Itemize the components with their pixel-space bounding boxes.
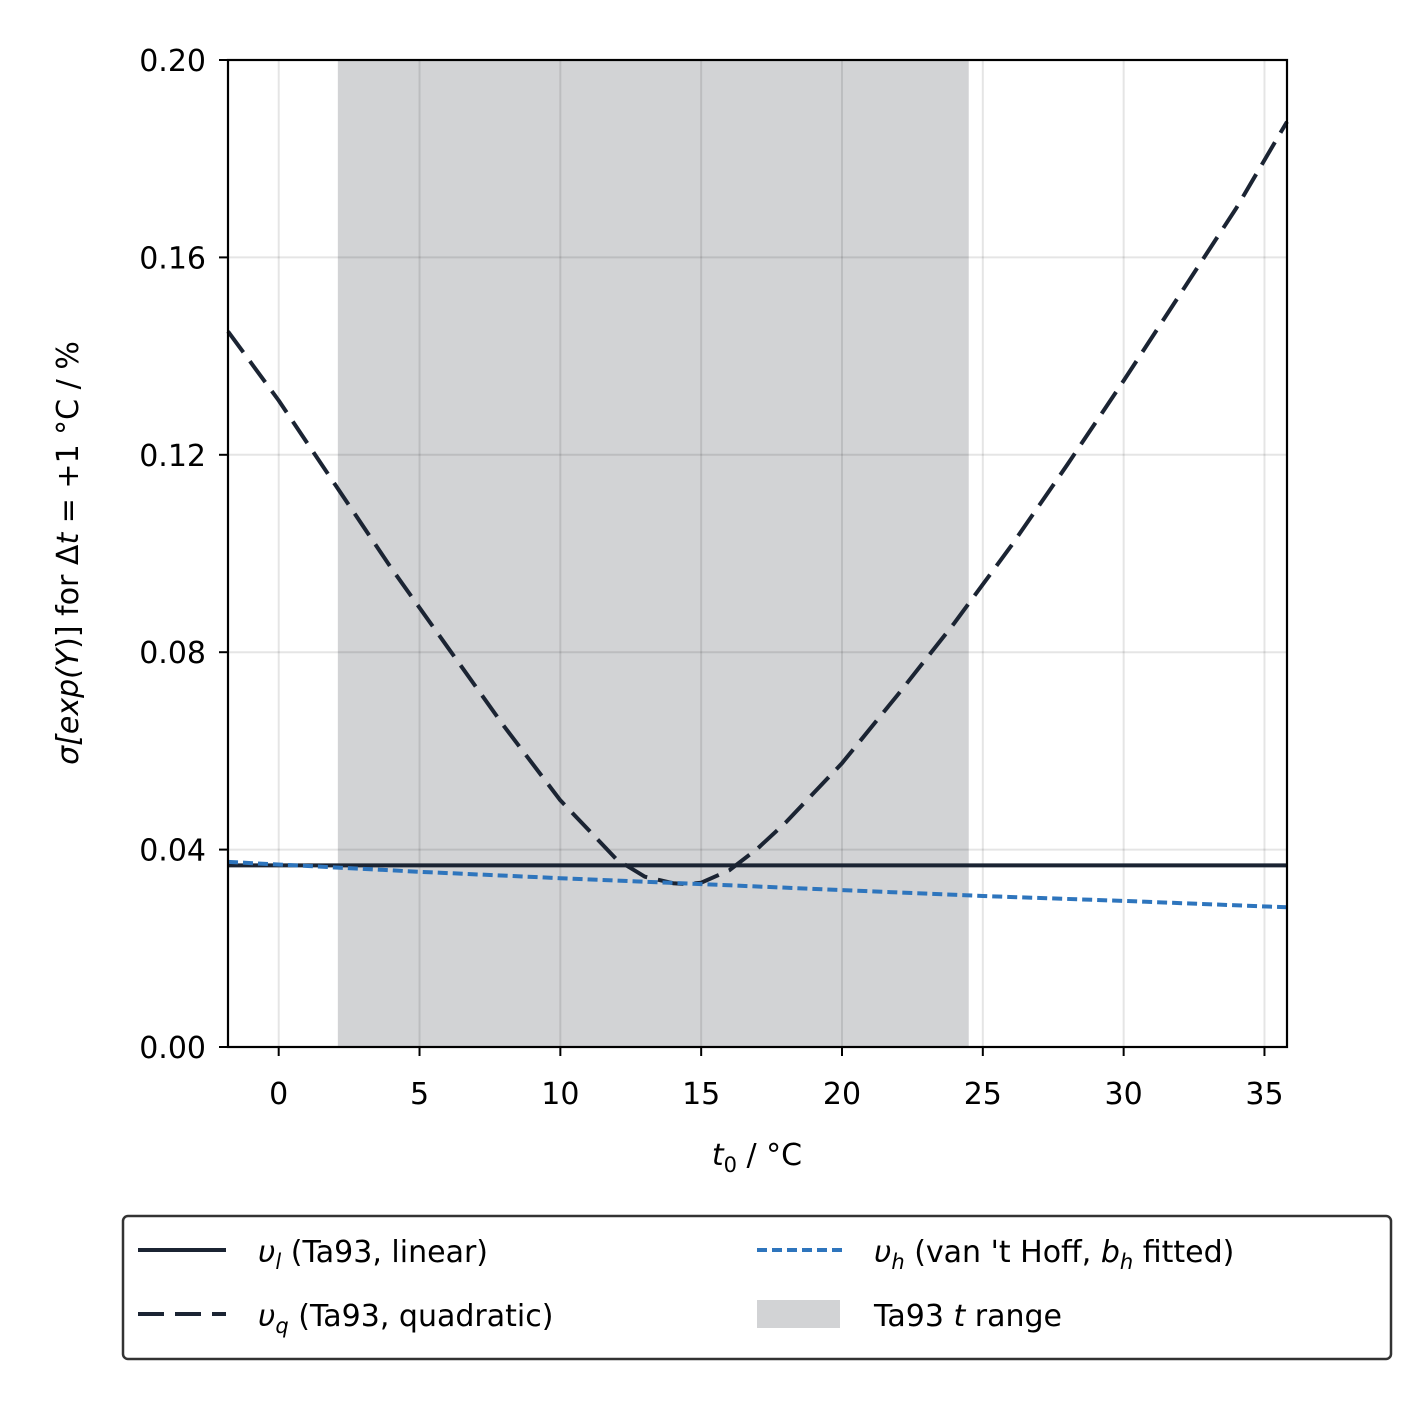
legend-box bbox=[121, 1214, 1393, 1361]
series-layer bbox=[226, 120, 1289, 910]
y-axis-label: σ[exp(Y)] for Δt = +1 °C / % bbox=[51, 341, 86, 765]
legend-handle-range bbox=[757, 1300, 840, 1328]
series-vanthoff bbox=[227, 859, 1288, 910]
y-tick-label: 0.00 bbox=[139, 1031, 206, 1066]
legend-label-vanthoff: υh (van 't Hoff, bh fitted) bbox=[874, 1235, 1234, 1274]
y-tick-label: 0.12 bbox=[139, 439, 206, 474]
x-tick-label: 35 bbox=[1245, 1077, 1283, 1112]
legend-label-linear: υl (Ta93, linear) bbox=[258, 1235, 488, 1274]
x-tick-label: 25 bbox=[964, 1077, 1002, 1112]
plot-frame bbox=[226, 58, 1289, 1049]
x-tick-label: 0 bbox=[269, 1077, 288, 1112]
x-tick-label: 5 bbox=[410, 1077, 429, 1112]
legend-label-quadratic: υq (Ta93, quadratic) bbox=[258, 1299, 553, 1338]
x-tick-label: 30 bbox=[1105, 1077, 1143, 1112]
y-tick-label: 0.04 bbox=[139, 834, 206, 869]
x-tick-label: 15 bbox=[682, 1077, 720, 1112]
y-tick-label: 0.16 bbox=[139, 241, 206, 276]
tick-layer: 0 5 10 15 20 25 30 35 0.00 0.04 0.08 0.12 0.16 0.20 bbox=[139, 44, 1283, 1112]
series-quadratic bbox=[226, 120, 1289, 887]
x-tick-label: 20 bbox=[823, 1077, 861, 1112]
shaded-range-layer bbox=[337, 60, 969, 1047]
x-tick-label: 10 bbox=[541, 1077, 579, 1112]
legend: υl (Ta93, linear) υq (Ta93, quadratic) υ… bbox=[121, 1214, 1393, 1361]
shaded-range bbox=[337, 60, 969, 1047]
legend-label-range: Ta93 t range bbox=[873, 1299, 1062, 1334]
y-tick-label: 0.20 bbox=[139, 44, 206, 79]
x-axis-label: t0 / °C bbox=[712, 1138, 802, 1177]
y-tick-label: 0.08 bbox=[139, 636, 206, 671]
